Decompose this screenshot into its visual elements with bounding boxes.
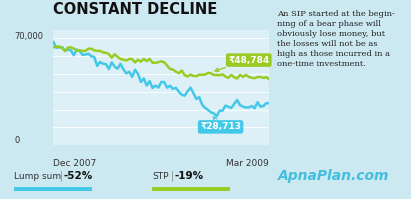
Text: |: | bbox=[171, 171, 174, 181]
Text: ApnaPlan.com: ApnaPlan.com bbox=[277, 169, 389, 183]
Text: Mar 2009: Mar 2009 bbox=[226, 159, 269, 168]
Text: STP: STP bbox=[152, 172, 169, 181]
Text: ₹28,713: ₹28,713 bbox=[200, 117, 241, 131]
Text: -52%: -52% bbox=[64, 171, 93, 181]
Text: An SIP started at the begin-
ning of a bear phase will
obviously lose money, but: An SIP started at the begin- ning of a b… bbox=[277, 10, 395, 68]
Text: Dec 2007: Dec 2007 bbox=[53, 159, 97, 168]
Text: CONSTANT DECLINE: CONSTANT DECLINE bbox=[53, 2, 218, 17]
Text: Lump sum: Lump sum bbox=[14, 172, 62, 181]
Text: 70,000: 70,000 bbox=[14, 32, 44, 41]
Text: 0: 0 bbox=[14, 136, 20, 145]
Text: -19%: -19% bbox=[175, 171, 204, 181]
Text: |: | bbox=[60, 171, 63, 181]
Text: ₹48,784: ₹48,784 bbox=[215, 56, 269, 71]
